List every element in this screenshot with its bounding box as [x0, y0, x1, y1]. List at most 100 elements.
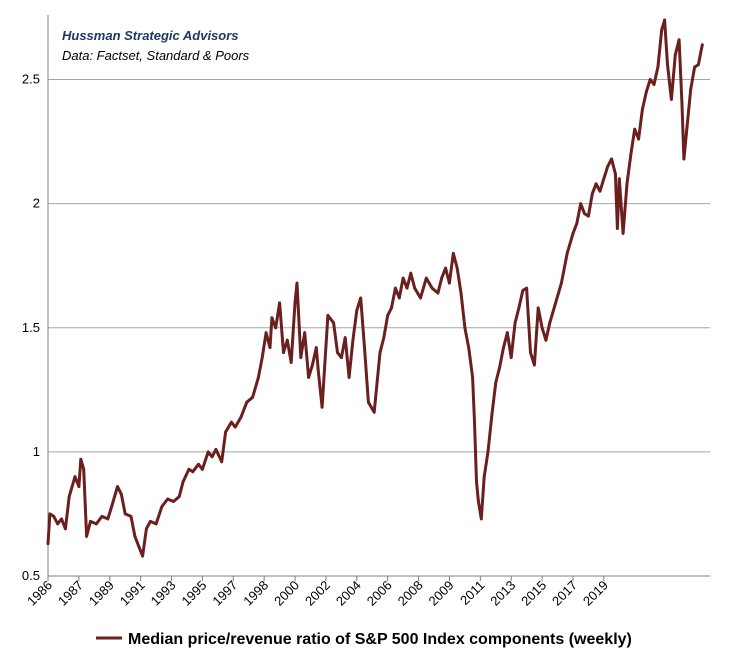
data-point	[490, 413, 494, 417]
data-point	[326, 314, 330, 317]
data-point	[663, 18, 666, 22]
data-point	[513, 321, 517, 325]
y-axis-ticks: 0.5 1 1.5 2 2.5	[22, 72, 40, 583]
x-tick-label: 1997	[209, 578, 240, 609]
data-point	[311, 363, 314, 367]
data-point	[166, 497, 170, 501]
data-point	[517, 306, 521, 310]
x-tick-label: 1987	[55, 578, 86, 609]
data-point	[579, 202, 583, 206]
data-point	[197, 462, 200, 466]
data-point	[299, 356, 303, 359]
data-point	[137, 544, 141, 548]
data-point	[401, 276, 405, 280]
data-point	[560, 281, 563, 285]
data-point	[644, 90, 648, 94]
data-point	[293, 301, 297, 305]
data-point	[94, 522, 98, 526]
data-point	[590, 192, 594, 196]
data-point	[390, 306, 393, 310]
data-point	[60, 517, 63, 521]
data-point	[172, 500, 175, 503]
data-point	[351, 338, 355, 342]
data-point	[594, 182, 598, 186]
data-point	[544, 338, 548, 342]
data-point	[191, 470, 195, 474]
data-point	[67, 495, 71, 498]
data-point	[220, 460, 224, 464]
data-point	[268, 346, 272, 349]
data-point	[529, 351, 532, 354]
data-point	[119, 492, 123, 496]
data-point	[571, 232, 575, 235]
data-point	[430, 286, 434, 290]
data-point	[405, 286, 409, 290]
data-point	[397, 296, 401, 300]
data-point	[656, 65, 660, 69]
data-point	[100, 515, 104, 518]
data-point	[475, 480, 478, 484]
data-point	[48, 512, 52, 516]
data-point	[525, 286, 528, 290]
data-point	[486, 450, 490, 454]
data-point	[245, 400, 249, 404]
data-point	[85, 534, 88, 538]
data-point	[648, 78, 652, 81]
data-point	[641, 107, 644, 111]
data-point	[355, 309, 359, 312]
data-point	[336, 351, 339, 354]
data-point	[46, 542, 50, 546]
data-point	[295, 281, 299, 285]
data-point	[340, 356, 343, 359]
data-point	[89, 520, 92, 523]
data-point	[616, 227, 619, 230]
data-point	[363, 346, 366, 349]
data-point	[444, 266, 447, 270]
x-tick-label: 2013	[487, 578, 518, 609]
data-point	[540, 326, 544, 330]
data-point	[533, 363, 536, 367]
data-point	[459, 291, 463, 295]
data-point	[133, 534, 137, 538]
data-point	[409, 271, 413, 275]
data-point	[285, 338, 289, 342]
x-tick-label: 2011	[457, 578, 487, 608]
data-point	[436, 291, 440, 295]
data-point	[106, 517, 110, 521]
data-point	[367, 400, 370, 404]
data-point	[154, 522, 158, 526]
annotation-title: Hussman Strategic Advisors	[62, 28, 239, 43]
data-point	[621, 232, 625, 235]
data-point	[320, 405, 324, 409]
data-point	[73, 475, 77, 479]
data-point	[303, 331, 307, 335]
data-point	[680, 103, 684, 106]
data-point	[440, 276, 444, 280]
data-point	[424, 276, 428, 280]
data-point	[64, 527, 67, 531]
data-point	[666, 63, 669, 66]
data-point	[625, 182, 629, 186]
data-point	[685, 127, 689, 131]
data-point	[160, 505, 164, 508]
data-point	[129, 515, 133, 518]
data-point	[617, 177, 621, 181]
data-point	[394, 286, 397, 290]
x-tick-label: 2017	[549, 578, 580, 609]
x-tick-label: 1989	[86, 578, 117, 609]
data-point	[148, 520, 152, 523]
data-point	[660, 28, 664, 32]
x-tick-label: 2015	[518, 578, 549, 609]
gridlines	[48, 79, 710, 453]
legend: Median price/revenue ratio of S&P 500 In…	[96, 631, 632, 648]
x-tick-label: 2000	[271, 578, 302, 609]
data-point	[637, 137, 640, 141]
data-point	[575, 222, 579, 225]
y-tick-label: 0.5	[22, 568, 40, 583]
data-point	[629, 152, 633, 156]
data-point	[477, 500, 480, 503]
data-point	[479, 517, 483, 521]
data-point	[382, 336, 386, 340]
y-tick-label: 1.5	[22, 320, 40, 335]
